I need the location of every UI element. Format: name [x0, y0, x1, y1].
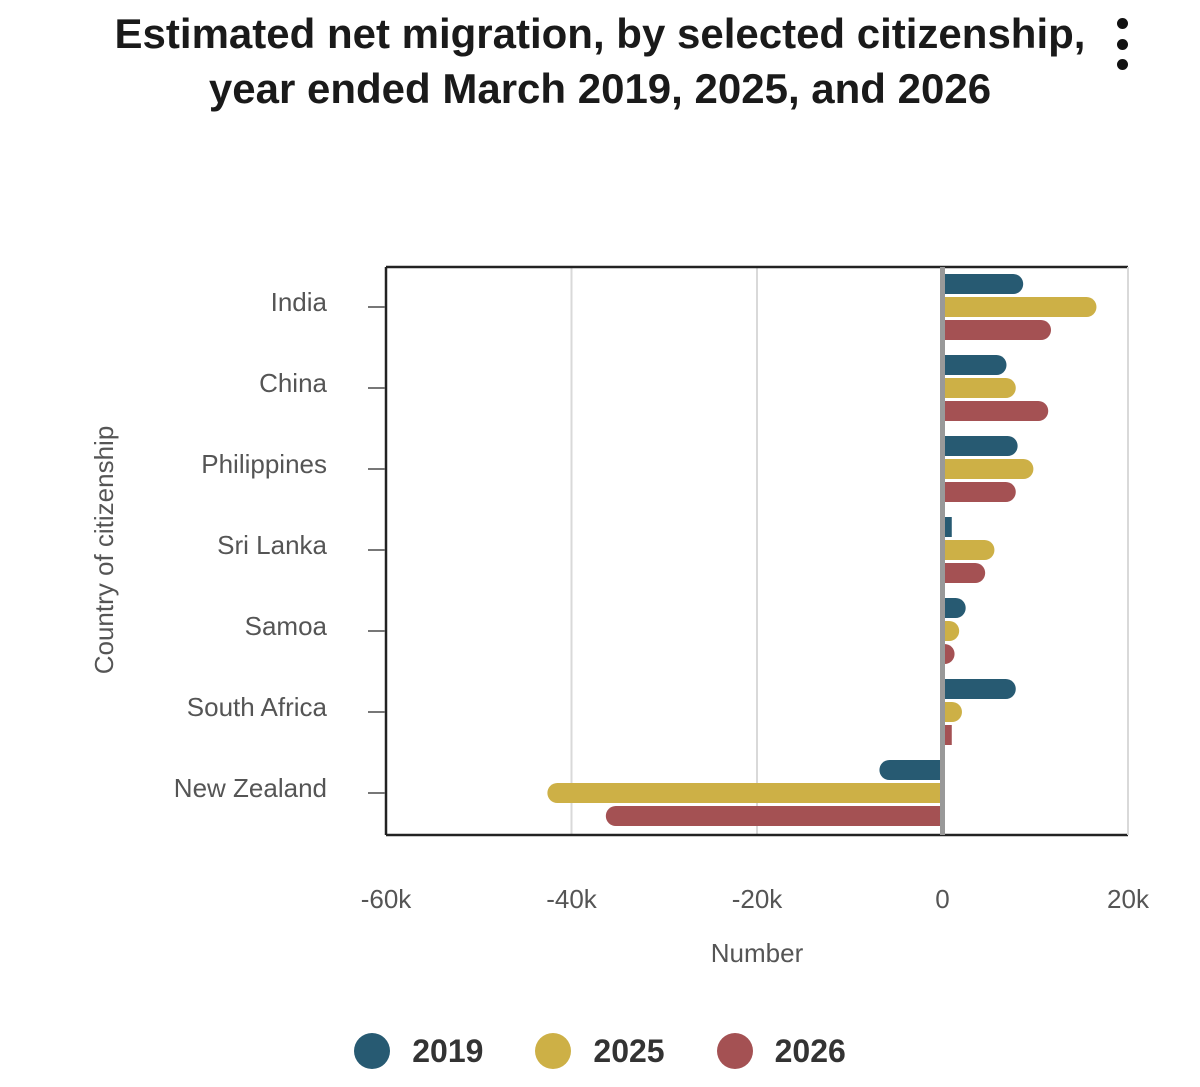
- bar-philippines-2019: [942, 436, 1018, 456]
- bar-samoa-2019: [942, 598, 966, 618]
- x-axis-title: Number: [711, 938, 804, 968]
- legend-swatch: [354, 1033, 391, 1069]
- x-tick-label: 20k: [1107, 884, 1150, 914]
- category-label: China: [259, 368, 327, 398]
- legend-label: 2025: [593, 1032, 665, 1069]
- x-tick-label: -20k: [732, 884, 784, 914]
- legend-item-2019[interactable]: 2019: [354, 1033, 483, 1070]
- x-tick-label: -40k: [546, 884, 598, 914]
- bar-china-2019: [942, 355, 1007, 375]
- x-tick-label: 0: [935, 884, 949, 914]
- kebab-menu-icon-dot: [1116, 38, 1128, 50]
- category-label: Samoa: [245, 611, 328, 641]
- bar-sri-lanka-2025: [942, 540, 995, 560]
- bar-new-zealand-2025: [547, 783, 943, 803]
- bar-philippines-2026: [942, 482, 1016, 502]
- legend-swatch: [535, 1033, 572, 1069]
- bar-china-2025: [942, 378, 1016, 398]
- legend-item-2025[interactable]: 2025: [535, 1032, 665, 1070]
- y-axis-title: Country of citizenship: [89, 426, 119, 675]
- bar-samoa-2025: [942, 621, 960, 641]
- category-label: Philippines: [201, 449, 327, 479]
- bar-india-2026: [942, 320, 1052, 340]
- bar-south-africa-2019: [942, 679, 1016, 699]
- bar-philippines-2025: [942, 459, 1034, 479]
- category-label: New Zealand: [174, 773, 327, 803]
- kebab-menu-icon: [1116, 18, 1128, 29]
- bar-china-2026: [942, 401, 1049, 421]
- legend-label: 2019: [412, 1032, 484, 1069]
- legend-swatch: [716, 1033, 753, 1069]
- chart-title: Estimated net migration, by selected cit…: [114, 10, 1086, 112]
- bar-south-africa-2025: [942, 702, 962, 722]
- bar-sri-lanka-2026: [942, 563, 986, 583]
- bar-india-2019: [942, 274, 1024, 294]
- bar-new-zealand-2019: [879, 760, 943, 780]
- category-label: Sri Lanka: [217, 530, 327, 560]
- category-label: India: [271, 287, 328, 317]
- legend-label: 2026: [774, 1032, 846, 1069]
- chart-menu-button[interactable]: [1100, 14, 1144, 74]
- kebab-menu-icon-dot: [1116, 59, 1128, 70]
- x-tick-label: -60k: [361, 884, 413, 914]
- category-label: South Africa: [187, 692, 328, 722]
- bar-samoa-2026: [942, 644, 955, 664]
- legend-item-2026[interactable]: 2026: [716, 1032, 846, 1070]
- bar-india-2025: [942, 297, 1097, 317]
- bar-new-zealand-2026: [605, 806, 943, 826]
- legend: 2019 2025 2026: [0, 1025, 1200, 1077]
